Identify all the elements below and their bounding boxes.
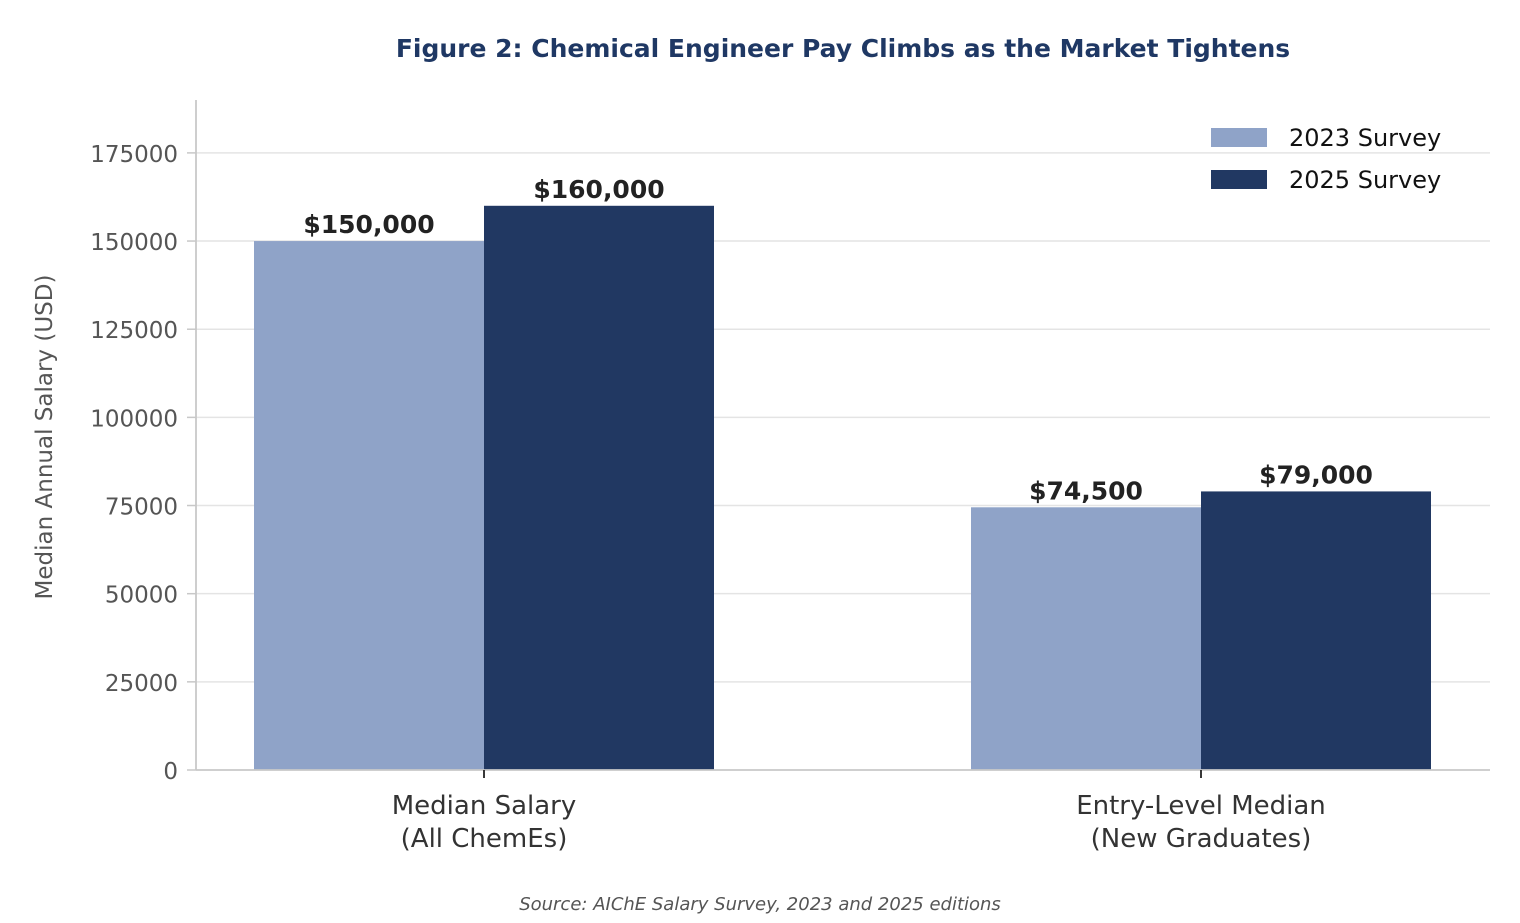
bar-value-label: $160,000 [533,175,664,204]
y-axis-label: Median Annual Salary (USD) [32,275,58,600]
source-note: Source: AIChE Salary Survey, 2023 and 20… [519,894,1001,915]
label-layer: $150,000 $74,500 $160,000 $79,000 [303,175,1373,505]
x-tick-label-line: (New Graduates) [1091,824,1312,854]
y-tick-label: 175000 [90,142,178,168]
y-tick-label: 125000 [90,318,178,344]
y-tick-label: 0 [163,759,178,785]
x-tick-label-line: Entry-Level Median [1076,791,1326,821]
y-tick-label: 100000 [90,406,178,432]
legend: 2023 Survey 2025 Survey [1211,124,1441,194]
y-tick-label: 25000 [105,671,178,697]
bar-value-label: $74,500 [1029,476,1143,505]
axis-layer: 0 25000 50000 75000 100000 125000 150000 175000… [90,100,1490,854]
x-tick-label: Median Salary (All ChemEs) [392,791,577,854]
y-tick-label: 50000 [105,583,178,609]
y-tick-label: 75000 [105,495,178,521]
bar [484,205,714,770]
legend-label: 2025 Survey [1289,166,1441,194]
chart-title: Figure 2: Chemical Engineer Pay Climbs a… [396,34,1290,63]
bar-value-label: $150,000 [303,210,434,239]
x-tick-label-line: Median Salary [392,791,577,821]
bar-value-label: $79,000 [1259,460,1373,489]
bar-layer [254,205,1431,771]
x-tick-label: Entry-Level Median (New Graduates) [1076,791,1326,854]
y-tick-label: 150000 [90,230,178,256]
legend-swatch [1211,170,1267,189]
bar [971,507,1201,770]
legend-swatch [1211,128,1267,147]
x-tick-label-line: (All ChemEs) [401,824,568,854]
legend-label: 2023 Survey [1289,124,1441,152]
bar [1201,491,1431,770]
bar [254,241,484,771]
